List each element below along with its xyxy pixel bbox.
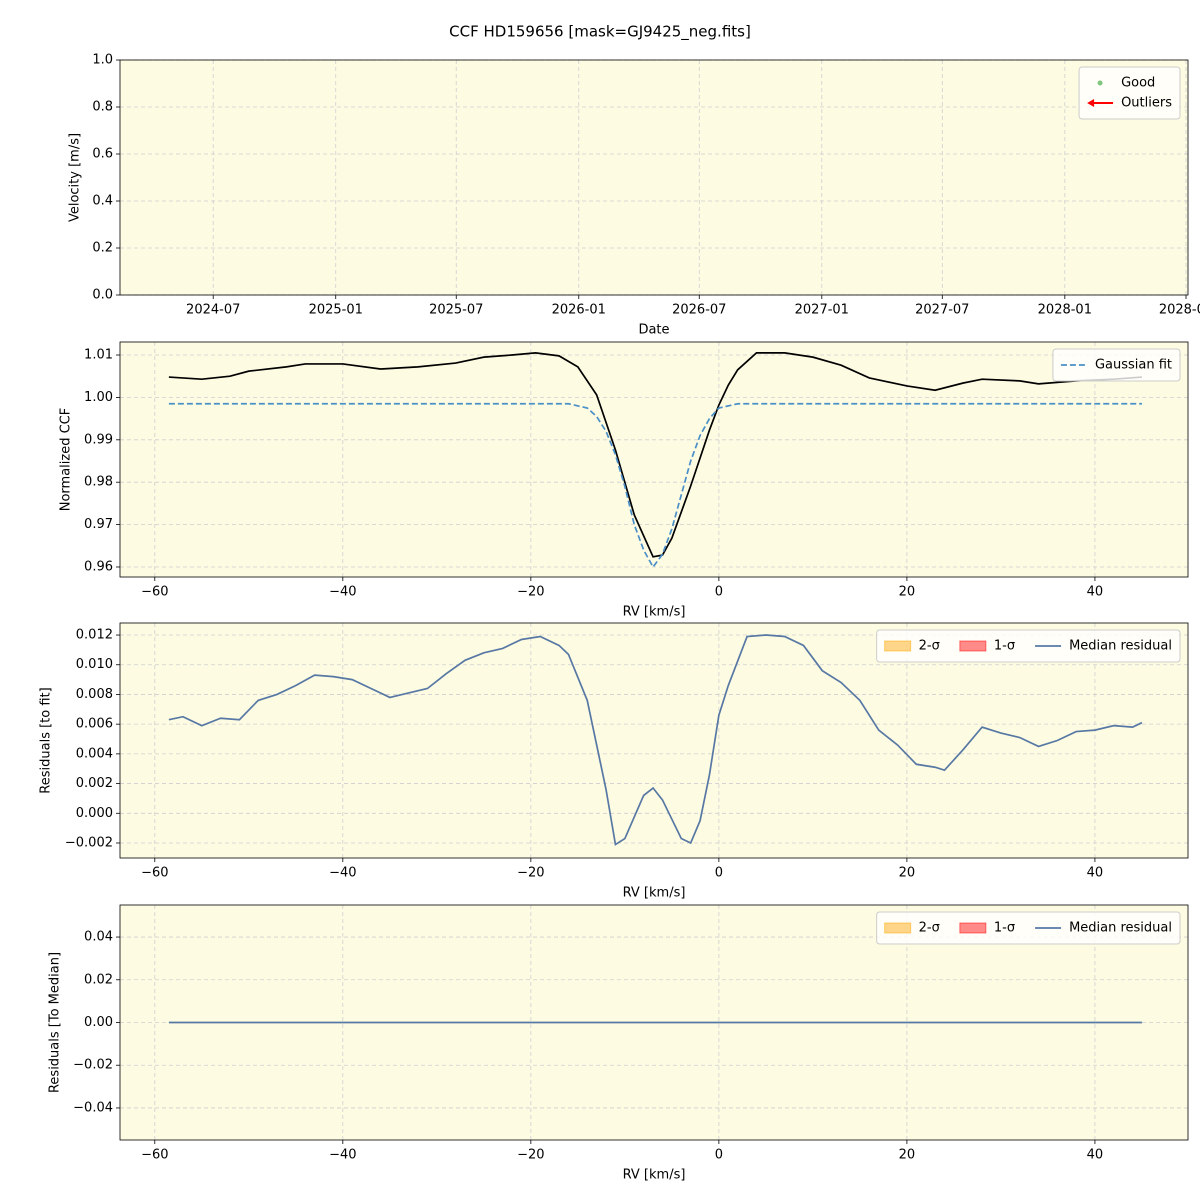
y-axis-label: Residuals [to fit]: [39, 687, 54, 793]
y-tick-label: 0.0: [92, 288, 113, 303]
y-tick-label: 1.00: [84, 390, 113, 405]
x-tick-label: −60: [141, 585, 168, 600]
y-tick-label: −0.002: [65, 835, 113, 850]
figure-title: CCF HD159656 [mask=GJ9425_neg.fits]: [449, 23, 751, 42]
y-tick-label: 0.8: [92, 100, 113, 115]
legend-label: Median residual: [1069, 639, 1172, 654]
y-tick-label: 0.004: [76, 746, 113, 761]
x-tick-label: 2025-01: [309, 303, 363, 318]
legend-marker: [1087, 99, 1095, 107]
y-tick-label: 0.012: [76, 628, 113, 643]
plot-background: [120, 60, 1188, 295]
x-tick-label: −40: [329, 1148, 356, 1163]
x-tick-label: 2027-01: [795, 303, 849, 318]
x-tick-label: 40: [1087, 866, 1104, 881]
legend-box: [1052, 348, 1181, 382]
legend: 2-σ 1-σ Median residual: [876, 629, 1181, 663]
y-tick-label: 0.97: [84, 517, 113, 532]
legend-marker: [884, 640, 912, 652]
x-tick-label: −40: [329, 866, 356, 881]
legend-label: 2-σ: [919, 921, 940, 936]
x-tick-label: 2026-07: [672, 303, 726, 318]
x-tick-label: 2028-01: [1038, 303, 1092, 318]
legend-marker: [884, 922, 912, 934]
y-tick-label: 0.4: [92, 194, 113, 209]
legend: Gaussian fit: [1052, 348, 1181, 382]
y-tick-label: 0.00: [84, 1015, 113, 1030]
x-tick-label: 2027-07: [915, 303, 969, 318]
y-axis-label: Residuals [To Median]: [48, 952, 63, 1093]
x-tick-label: 0: [715, 866, 723, 881]
y-tick-label: 0.002: [76, 776, 113, 791]
x-tick-label: 40: [1087, 1148, 1104, 1163]
y-tick-label: 0.98: [84, 475, 113, 490]
x-tick-label: 40: [1087, 585, 1104, 600]
legend-label: 1-σ: [994, 921, 1015, 936]
y-tick-label: 0.000: [76, 806, 113, 821]
x-tick-label: 20: [899, 866, 916, 881]
legend-marker: [959, 922, 987, 934]
plot-frame: [119, 622, 1189, 859]
plot-frame: [119, 341, 1189, 578]
x-axis-label: Date: [638, 323, 669, 338]
x-axis-label: RV [km/s]: [623, 886, 686, 901]
legend-label: 1-σ: [994, 639, 1015, 654]
y-tick-label: 0.6: [92, 147, 113, 162]
y-tick-label: 0.96: [84, 559, 113, 574]
legend-box: [876, 629, 1181, 663]
series-line: [168, 352, 1142, 558]
legend-label: Good: [1121, 76, 1155, 91]
y-tick-label: 0.2: [92, 241, 113, 256]
y-tick-label: −0.04: [73, 1100, 113, 1115]
series-line: [168, 402, 1142, 569]
x-tick-label: 2028-07: [1159, 303, 1200, 318]
x-tick-label: 2024-07: [186, 303, 240, 318]
legend: 2-σ 1-σ Median residual: [876, 911, 1181, 945]
x-tick-label: 20: [899, 1148, 916, 1163]
legend-marker: [1097, 80, 1103, 86]
legend-label: Median residual: [1069, 921, 1172, 936]
x-axis-label: RV [km/s]: [623, 1168, 686, 1183]
x-tick-label: 0: [715, 1148, 723, 1163]
y-tick-label: −0.02: [73, 1058, 113, 1073]
y-tick-label: 0.02: [84, 972, 113, 987]
x-tick-label: −60: [141, 1148, 168, 1163]
plot-frame: [119, 59, 1189, 296]
x-tick-label: −20: [517, 585, 544, 600]
x-tick-label: −20: [517, 1148, 544, 1163]
legend-marker: [959, 640, 987, 652]
legend-box: [876, 911, 1181, 945]
y-axis-label: Normalized CCF: [59, 408, 74, 512]
y-axis-label: Velocity [m/s]: [68, 133, 83, 222]
plot-background: [120, 342, 1188, 577]
x-tick-label: 0: [715, 585, 723, 600]
y-tick-label: 0.006: [76, 717, 113, 732]
y-tick-label: 0.99: [84, 432, 113, 447]
x-tick-label: −40: [329, 585, 356, 600]
legend: Good Outliers: [1078, 66, 1181, 120]
x-tick-label: 20: [899, 585, 916, 600]
y-tick-label: 0.04: [84, 930, 113, 945]
legend-label: Gaussian fit: [1095, 358, 1172, 373]
legend-label: Outliers: [1121, 96, 1172, 111]
x-tick-label: −60: [141, 866, 168, 881]
plot-frame: [119, 904, 1189, 1141]
x-tick-label: 2026-01: [552, 303, 606, 318]
x-axis-label: RV [km/s]: [623, 605, 686, 620]
y-tick-label: 1.01: [84, 348, 113, 363]
y-tick-label: 0.010: [76, 657, 113, 672]
legend-box: [1078, 66, 1181, 120]
series-line: [168, 634, 1143, 846]
y-tick-label: 0.008: [76, 687, 113, 702]
y-tick-label: 1.0: [92, 53, 113, 68]
legend-label: 2-σ: [919, 639, 940, 654]
x-tick-label: 2025-07: [429, 303, 483, 318]
x-tick-label: −20: [517, 866, 544, 881]
